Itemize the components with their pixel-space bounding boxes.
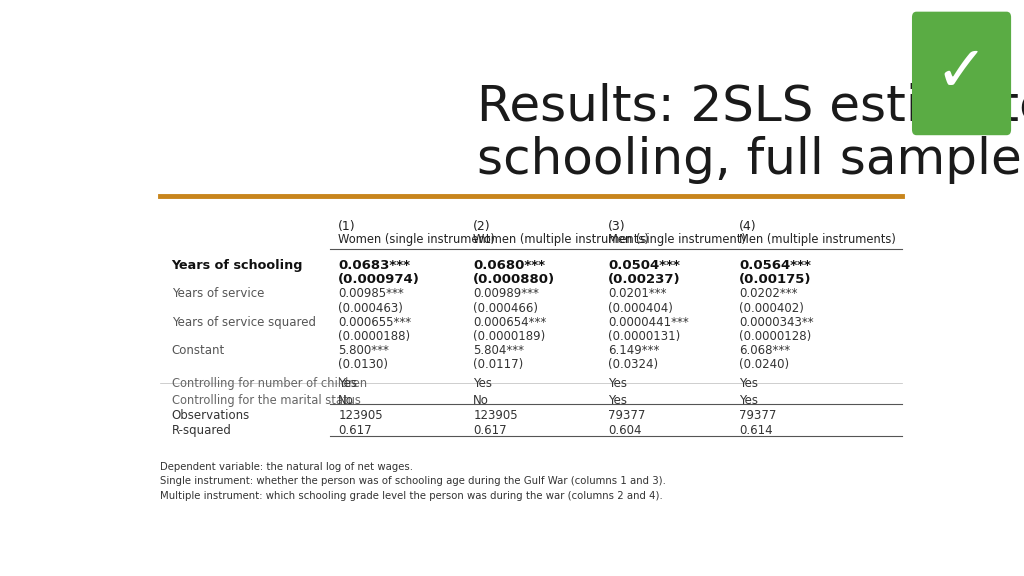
FancyBboxPatch shape [912,12,1011,135]
Text: Years of schooling: Years of schooling [172,259,303,272]
Text: 0.0564***: 0.0564*** [739,259,811,272]
Text: (0.0000128): (0.0000128) [739,330,811,343]
Text: 0.617: 0.617 [338,424,372,437]
Text: Constant: Constant [172,344,225,357]
Text: 5.800***: 5.800*** [338,344,389,357]
Text: 0.000655***: 0.000655*** [338,316,412,329]
Text: (0.0240): (0.0240) [739,358,790,372]
Text: Yes: Yes [608,394,627,407]
Text: Yes: Yes [608,377,627,391]
Text: (0.00175): (0.00175) [739,273,812,286]
Text: Single instrument: whether the person was of schooling age during the Gulf War (: Single instrument: whether the person wa… [160,476,666,486]
Text: Women (single instrument): Women (single instrument) [338,233,496,246]
Text: 5.804***: 5.804*** [473,344,524,357]
Text: 6.068***: 6.068*** [739,344,791,357]
Text: (0.000974): (0.000974) [338,273,420,286]
Text: 0.0504***: 0.0504*** [608,259,680,272]
Text: (0.000463): (0.000463) [338,301,403,314]
Text: Yes: Yes [338,377,357,391]
Text: No: No [338,394,354,407]
Text: 0.0000343**: 0.0000343** [739,316,814,329]
Text: (0.000402): (0.000402) [739,301,804,314]
Text: 0.00985***: 0.00985*** [338,287,404,300]
Text: 0.617: 0.617 [473,424,507,437]
Text: 6.149***: 6.149*** [608,344,659,357]
Text: No: No [473,394,489,407]
Text: ✓: ✓ [935,43,988,104]
Text: 0.0202***: 0.0202*** [739,287,798,300]
Text: (0.00237): (0.00237) [608,273,681,286]
Text: Multiple instrument: which schooling grade level the person was during the war (: Multiple instrument: which schooling gra… [160,491,663,501]
Text: 0.0000441***: 0.0000441*** [608,316,689,329]
Text: Controlling for number of children: Controlling for number of children [172,377,367,391]
Text: (1): (1) [338,220,356,233]
Text: Yes: Yes [739,394,758,407]
Text: 0.604: 0.604 [608,424,642,437]
Text: (2): (2) [473,220,490,233]
Text: (0.0000189): (0.0000189) [473,330,546,343]
Text: Observations: Observations [172,410,250,422]
Text: R-squared: R-squared [172,424,231,437]
Text: 0.000654***: 0.000654*** [473,316,547,329]
Text: (4): (4) [739,220,757,233]
Text: (0.0000188): (0.0000188) [338,330,411,343]
Text: Men (multiple instruments): Men (multiple instruments) [739,233,896,246]
Text: (0.0000131): (0.0000131) [608,330,680,343]
Text: 0.00989***: 0.00989*** [473,287,539,300]
Text: (0.000880): (0.000880) [473,273,555,286]
Text: 0.614: 0.614 [739,424,773,437]
Text: (0.0117): (0.0117) [473,358,523,372]
Text: Controlling for the marital status: Controlling for the marital status [172,394,360,407]
Text: (0.0324): (0.0324) [608,358,658,372]
Text: 79377: 79377 [739,410,776,422]
Text: Yes: Yes [739,377,758,391]
Text: Women (multiple instruments): Women (multiple instruments) [473,233,649,246]
Text: Men (single instrument): Men (single instrument) [608,233,746,246]
Text: (3): (3) [608,220,626,233]
Text: Years of service squared: Years of service squared [172,316,315,329]
Text: (0.000404): (0.000404) [608,301,673,314]
Text: 0.0680***: 0.0680*** [473,259,545,272]
Text: (0.000466): (0.000466) [473,301,539,314]
Text: (0.0130): (0.0130) [338,358,388,372]
Text: 123905: 123905 [338,410,383,422]
Text: Years of service: Years of service [172,287,264,300]
Text: Results: 2SLS estimates of returns to
schooling, full sample, by gender: Results: 2SLS estimates of returns to sc… [477,82,1024,184]
Text: 0.0683***: 0.0683*** [338,259,411,272]
Text: 123905: 123905 [473,410,518,422]
Text: Yes: Yes [473,377,493,391]
Text: 0.0201***: 0.0201*** [608,287,667,300]
Text: Dependent variable: the natural log of net wages.: Dependent variable: the natural log of n… [160,461,413,472]
Text: 79377: 79377 [608,410,645,422]
